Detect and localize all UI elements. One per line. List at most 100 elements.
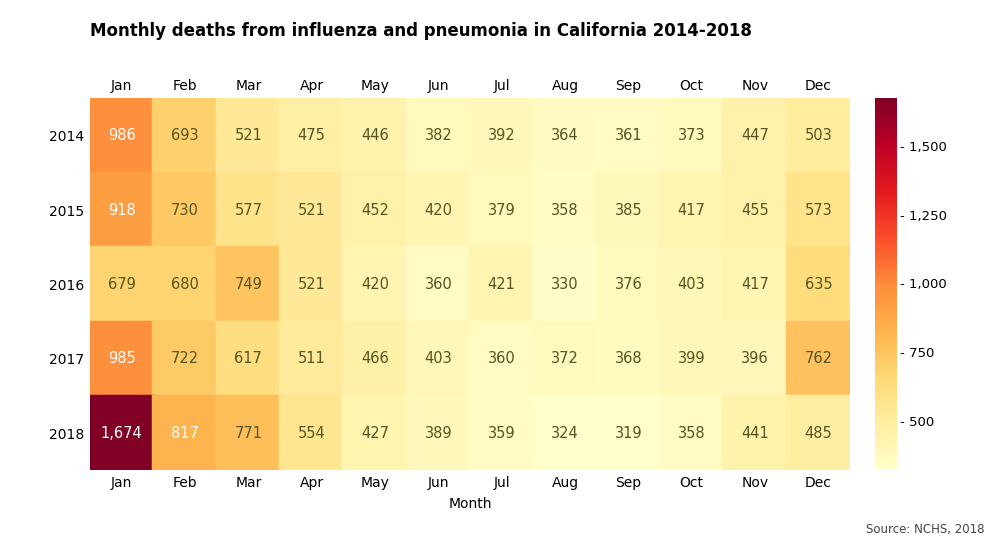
Bar [90, 396, 153, 470]
Text: 762: 762 [804, 351, 832, 366]
Bar [470, 247, 533, 322]
X-axis label: Month: Month [448, 497, 492, 511]
Bar [470, 322, 533, 396]
Bar [407, 173, 470, 247]
Text: 324: 324 [551, 426, 579, 441]
Text: 364: 364 [551, 128, 579, 143]
Bar [90, 173, 153, 247]
Bar [280, 173, 343, 247]
Text: 511: 511 [298, 351, 326, 366]
Text: 466: 466 [361, 351, 389, 366]
Bar [597, 98, 660, 173]
Bar [723, 322, 787, 396]
Text: 617: 617 [234, 351, 262, 366]
Text: 503: 503 [804, 128, 832, 143]
Bar [407, 322, 470, 396]
Bar [660, 396, 723, 470]
Bar [660, 247, 723, 322]
Bar [407, 247, 470, 322]
Text: 985: 985 [108, 351, 136, 366]
Bar [787, 322, 850, 396]
Bar [470, 98, 533, 173]
Text: Source: NCHS, 2018: Source: NCHS, 2018 [866, 523, 985, 536]
Text: 420: 420 [361, 277, 389, 292]
Bar [280, 322, 343, 396]
Text: 358: 358 [678, 426, 705, 441]
Bar [787, 98, 850, 173]
Text: 521: 521 [234, 128, 262, 143]
Text: 635: 635 [805, 277, 832, 292]
Bar [217, 396, 280, 470]
Text: 319: 319 [615, 426, 642, 441]
Bar [217, 98, 280, 173]
Text: 573: 573 [804, 202, 832, 218]
Bar [153, 98, 217, 173]
Text: 680: 680 [171, 277, 199, 292]
Text: 455: 455 [741, 202, 769, 218]
Text: 577: 577 [234, 202, 262, 218]
Text: 441: 441 [741, 426, 769, 441]
Text: 521: 521 [298, 277, 326, 292]
Text: 403: 403 [424, 351, 452, 366]
Bar [280, 98, 343, 173]
Text: 417: 417 [741, 277, 769, 292]
Text: 1,674: 1,674 [101, 426, 143, 441]
Bar [723, 98, 787, 173]
Text: 389: 389 [425, 426, 452, 441]
Text: 358: 358 [551, 202, 579, 218]
Bar [280, 247, 343, 322]
Text: 399: 399 [678, 351, 705, 366]
Bar [217, 247, 280, 322]
Text: 452: 452 [361, 202, 389, 218]
Text: 373: 373 [678, 128, 705, 143]
Text: 679: 679 [108, 277, 136, 292]
Bar [533, 173, 597, 247]
Text: 360: 360 [488, 351, 516, 366]
Text: 485: 485 [804, 426, 832, 441]
Text: 361: 361 [615, 128, 642, 143]
Bar [407, 396, 470, 470]
Bar [217, 322, 280, 396]
Bar [533, 322, 597, 396]
Bar [787, 173, 850, 247]
Text: 417: 417 [678, 202, 706, 218]
Text: 749: 749 [234, 277, 262, 292]
Bar [153, 173, 217, 247]
Text: 376: 376 [614, 277, 642, 292]
Text: 396: 396 [741, 351, 769, 366]
Text: 420: 420 [424, 202, 452, 218]
Text: 403: 403 [678, 277, 706, 292]
Text: 372: 372 [551, 351, 579, 366]
Text: 392: 392 [488, 128, 516, 143]
Text: 722: 722 [171, 351, 199, 366]
Text: 330: 330 [551, 277, 579, 292]
Text: 360: 360 [424, 277, 452, 292]
Bar [280, 396, 343, 470]
Bar [470, 396, 533, 470]
Bar [723, 396, 787, 470]
Bar [90, 322, 153, 396]
Bar [533, 247, 597, 322]
Bar [723, 247, 787, 322]
Text: 359: 359 [488, 426, 515, 441]
Text: 521: 521 [298, 202, 326, 218]
Text: 771: 771 [234, 426, 262, 441]
Bar [470, 173, 533, 247]
Text: 447: 447 [741, 128, 769, 143]
Bar [723, 173, 787, 247]
Bar [597, 247, 660, 322]
Bar [660, 322, 723, 396]
Bar [343, 173, 407, 247]
Text: 385: 385 [615, 202, 642, 218]
Bar [407, 98, 470, 173]
Bar [787, 396, 850, 470]
Text: 382: 382 [424, 128, 452, 143]
Bar [787, 247, 850, 322]
Text: 427: 427 [361, 426, 389, 441]
Bar [217, 173, 280, 247]
Bar [660, 173, 723, 247]
Text: Monthly deaths from influenza and pneumonia in California 2014-2018: Monthly deaths from influenza and pneumo… [90, 22, 752, 40]
Bar [597, 396, 660, 470]
Text: 730: 730 [171, 202, 199, 218]
Bar [90, 98, 153, 173]
